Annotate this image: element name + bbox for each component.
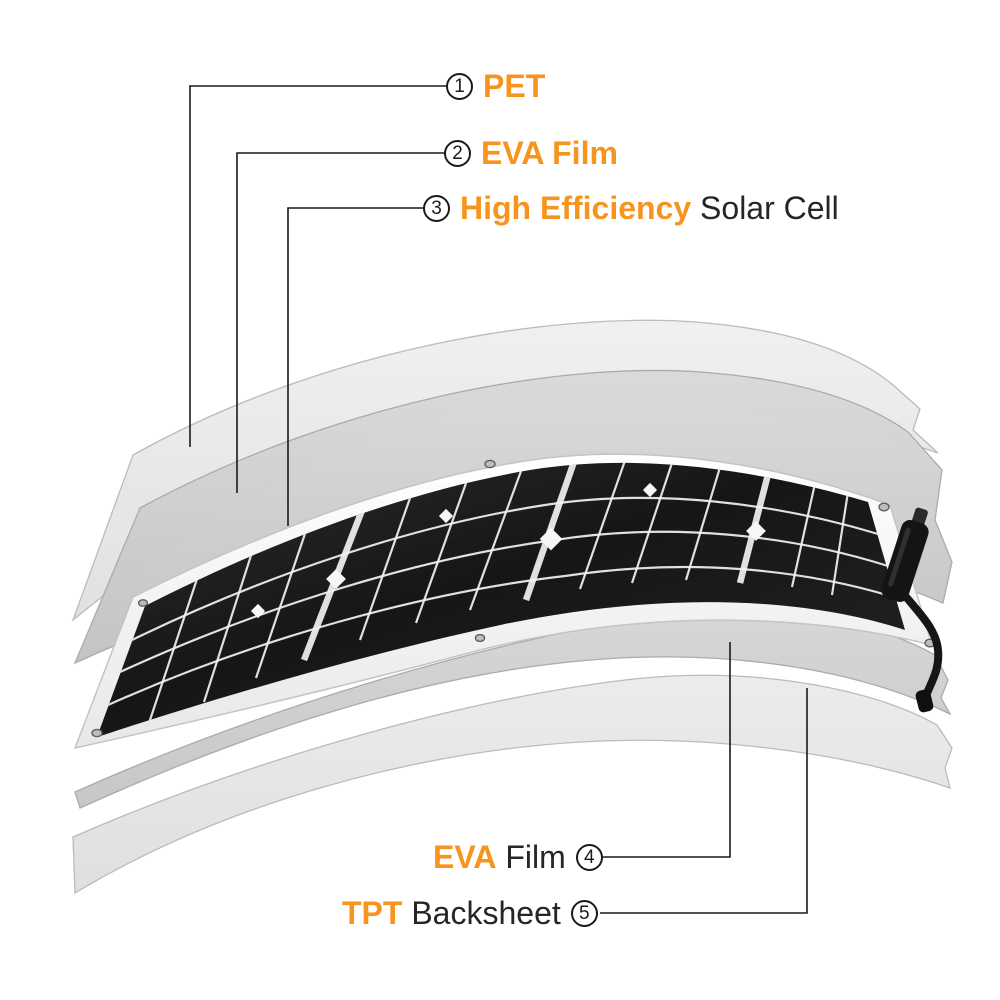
circled-number-4: 4 xyxy=(575,843,603,871)
circled-number-1: 1 xyxy=(446,72,473,100)
callout-pet-accent-text: PET xyxy=(483,68,546,104)
callout-eva-film-bottom: EVA Film 4 xyxy=(433,840,603,874)
leader-line-5 xyxy=(600,688,808,914)
circled-number-5: 5 xyxy=(570,899,598,927)
callout-eva-film-top: 2 EVA Film xyxy=(444,136,628,170)
callout-tpt-accent-text: TPT xyxy=(342,895,403,931)
solar-cell-area xyxy=(97,462,905,737)
leader-line-1 xyxy=(189,85,450,447)
circled-number-3: 3 xyxy=(423,194,450,222)
circled-number-2: 2 xyxy=(444,139,471,167)
callout-pet: 1 PET xyxy=(446,69,555,103)
frame-eyelets xyxy=(91,459,936,738)
callout-tpt-backsheet: TPT Backsheet 5 xyxy=(342,896,598,930)
callout-solar-cell-accent-text: High Efficiency xyxy=(460,190,692,226)
callout-tpt-plain-text: Backsheet xyxy=(402,895,561,931)
cable xyxy=(903,594,943,700)
callout-eva-top-accent-text: EVA Film xyxy=(481,135,618,171)
leader-line-4 xyxy=(598,642,731,858)
leader-line-3 xyxy=(287,207,428,526)
callout-eva-bottom-plain-text: Film xyxy=(496,839,566,875)
callout-solar-cell-plain-text: Solar Cell xyxy=(691,190,839,226)
leader-line-2 xyxy=(236,152,448,493)
callout-eva-bottom-accent-text: EVA xyxy=(433,839,497,875)
callout-solar-cell: 3 High Efficiency Solar Cell xyxy=(423,191,839,225)
tpt-layer-shape xyxy=(72,674,953,895)
leader-lines xyxy=(189,85,808,914)
junction-box xyxy=(881,507,943,713)
